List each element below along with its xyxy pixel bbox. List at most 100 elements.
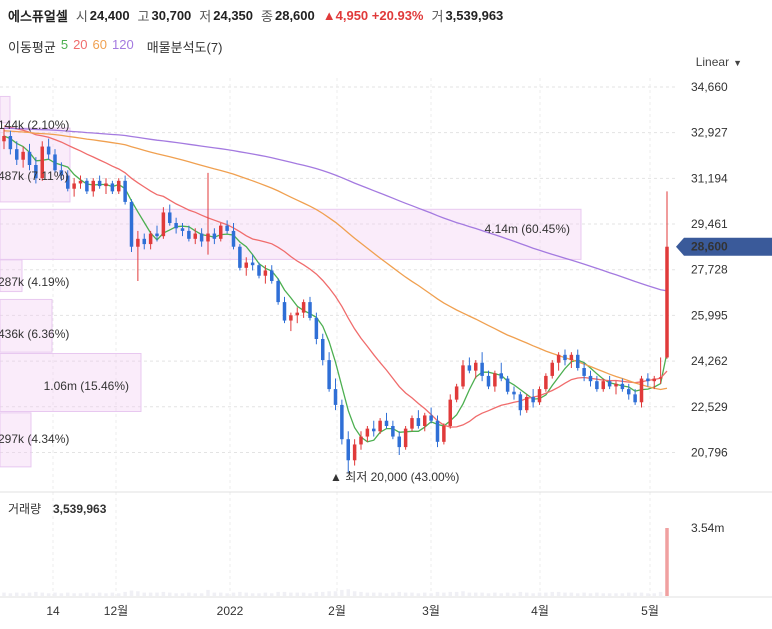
volume-bar xyxy=(537,592,542,596)
volume-profile-label: 487k (7.11%) xyxy=(0,169,68,183)
volume-profile-toggle[interactable]: 매물분석도(7) xyxy=(146,40,223,55)
volume-bar xyxy=(320,591,325,596)
ma-period-60: 60 xyxy=(92,37,108,52)
y-tick-label: 25,995 xyxy=(691,308,728,322)
candle-body xyxy=(397,436,402,448)
high-value: 30,700 xyxy=(151,7,192,23)
candle-body xyxy=(276,281,280,303)
candle-body xyxy=(212,233,217,239)
volume-bar xyxy=(607,593,612,596)
up-triangle-icon: ▲ xyxy=(322,7,336,23)
ma-period-120: 120 xyxy=(112,37,134,52)
volume-bar xyxy=(652,593,657,596)
candle-body xyxy=(269,270,274,281)
candle-body xyxy=(123,180,127,202)
current-price-tag xyxy=(676,237,772,256)
volume-bar xyxy=(27,592,32,596)
ma-line-120 xyxy=(3,127,668,292)
candle-body xyxy=(174,223,178,229)
volume-bar xyxy=(161,591,166,596)
candle-body xyxy=(2,136,6,142)
x-tick-label: 14 xyxy=(46,604,60,618)
volume-bar xyxy=(601,593,606,596)
volume-bar xyxy=(403,592,408,596)
volume-bar xyxy=(231,592,236,596)
candle-body xyxy=(499,373,504,379)
candle-body xyxy=(467,365,472,371)
y-tick-label: 31,194 xyxy=(691,171,728,185)
volume-bar xyxy=(371,592,376,596)
volume-bar xyxy=(569,592,574,596)
candle-body xyxy=(448,399,453,426)
volume-bar xyxy=(301,592,306,596)
candle-body xyxy=(575,354,580,368)
volume-profile-bar xyxy=(0,353,142,412)
change-value: ▲4,950 +20.93% xyxy=(322,7,424,23)
volume-bar xyxy=(136,591,140,596)
low-annotation: ▲ 최저 20,000 (43.00%) xyxy=(330,470,459,484)
candle-body xyxy=(320,339,325,361)
x-tick-label: 12월 xyxy=(104,604,128,618)
volume-bar xyxy=(422,592,427,596)
x-tick-label: 5월 xyxy=(641,604,659,618)
candle-body xyxy=(442,426,446,442)
candle-body xyxy=(104,183,108,187)
volume-bar xyxy=(333,591,338,596)
volume-bar xyxy=(429,593,433,596)
volume-bar xyxy=(550,591,555,596)
candle-body xyxy=(231,230,236,247)
candle-body xyxy=(155,233,159,237)
candle-body xyxy=(480,362,484,376)
volume-bar xyxy=(505,592,510,596)
volume-bar xyxy=(110,592,115,596)
scale-selector[interactable]: Linear ▼ xyxy=(696,55,742,69)
volume-bar xyxy=(391,592,395,596)
volume-tick-label: 3.54m xyxy=(691,521,724,535)
candle-body xyxy=(371,428,376,432)
ma-line-60 xyxy=(3,130,668,391)
volume-bar xyxy=(467,592,472,596)
x-tick-label: 2022 xyxy=(217,604,244,618)
candle-body xyxy=(340,404,344,440)
candle-body xyxy=(658,377,663,379)
volume-bar xyxy=(250,593,255,596)
candle-body xyxy=(333,389,338,405)
ma-legend[interactable]: 이동평균 5 20 60 120 매물분석도(7) xyxy=(8,37,222,56)
volume-bar xyxy=(59,593,64,596)
volume-bar xyxy=(665,528,669,596)
volume-bar xyxy=(129,590,134,596)
candle-body xyxy=(588,375,593,382)
volume-bar xyxy=(53,592,57,596)
candle-body xyxy=(59,170,64,176)
volume-bar xyxy=(327,591,331,596)
candle-body xyxy=(65,175,70,189)
candle-body xyxy=(416,418,421,426)
candle-body xyxy=(72,183,76,189)
y-tick-label: 24,262 xyxy=(691,354,728,368)
candle-body xyxy=(180,228,185,231)
volume-bar xyxy=(91,593,96,596)
volume-bar xyxy=(518,591,523,596)
ma-line-5 xyxy=(3,135,668,443)
candle-body xyxy=(461,365,465,387)
volume-bar xyxy=(486,593,491,596)
current-price-label: 28,600 xyxy=(691,240,728,254)
candle-body xyxy=(505,378,510,392)
candle-body xyxy=(665,246,669,358)
y-tick-label: 34,660 xyxy=(691,80,728,94)
volume-bar xyxy=(199,593,204,596)
candle-body xyxy=(14,149,19,160)
candle-body xyxy=(136,238,140,247)
x-tick-label: 3월 xyxy=(422,604,440,618)
candle-body xyxy=(601,381,606,390)
volume-profile-bar xyxy=(0,412,32,468)
volume-bar xyxy=(365,592,370,596)
candle-body xyxy=(620,383,625,390)
volume-bar xyxy=(295,592,300,596)
open-label: 시 xyxy=(75,8,88,24)
candle-body xyxy=(289,315,293,321)
candle-body xyxy=(263,270,268,276)
volume-bar xyxy=(556,591,561,596)
ma-title: 이동평균 xyxy=(8,40,56,55)
